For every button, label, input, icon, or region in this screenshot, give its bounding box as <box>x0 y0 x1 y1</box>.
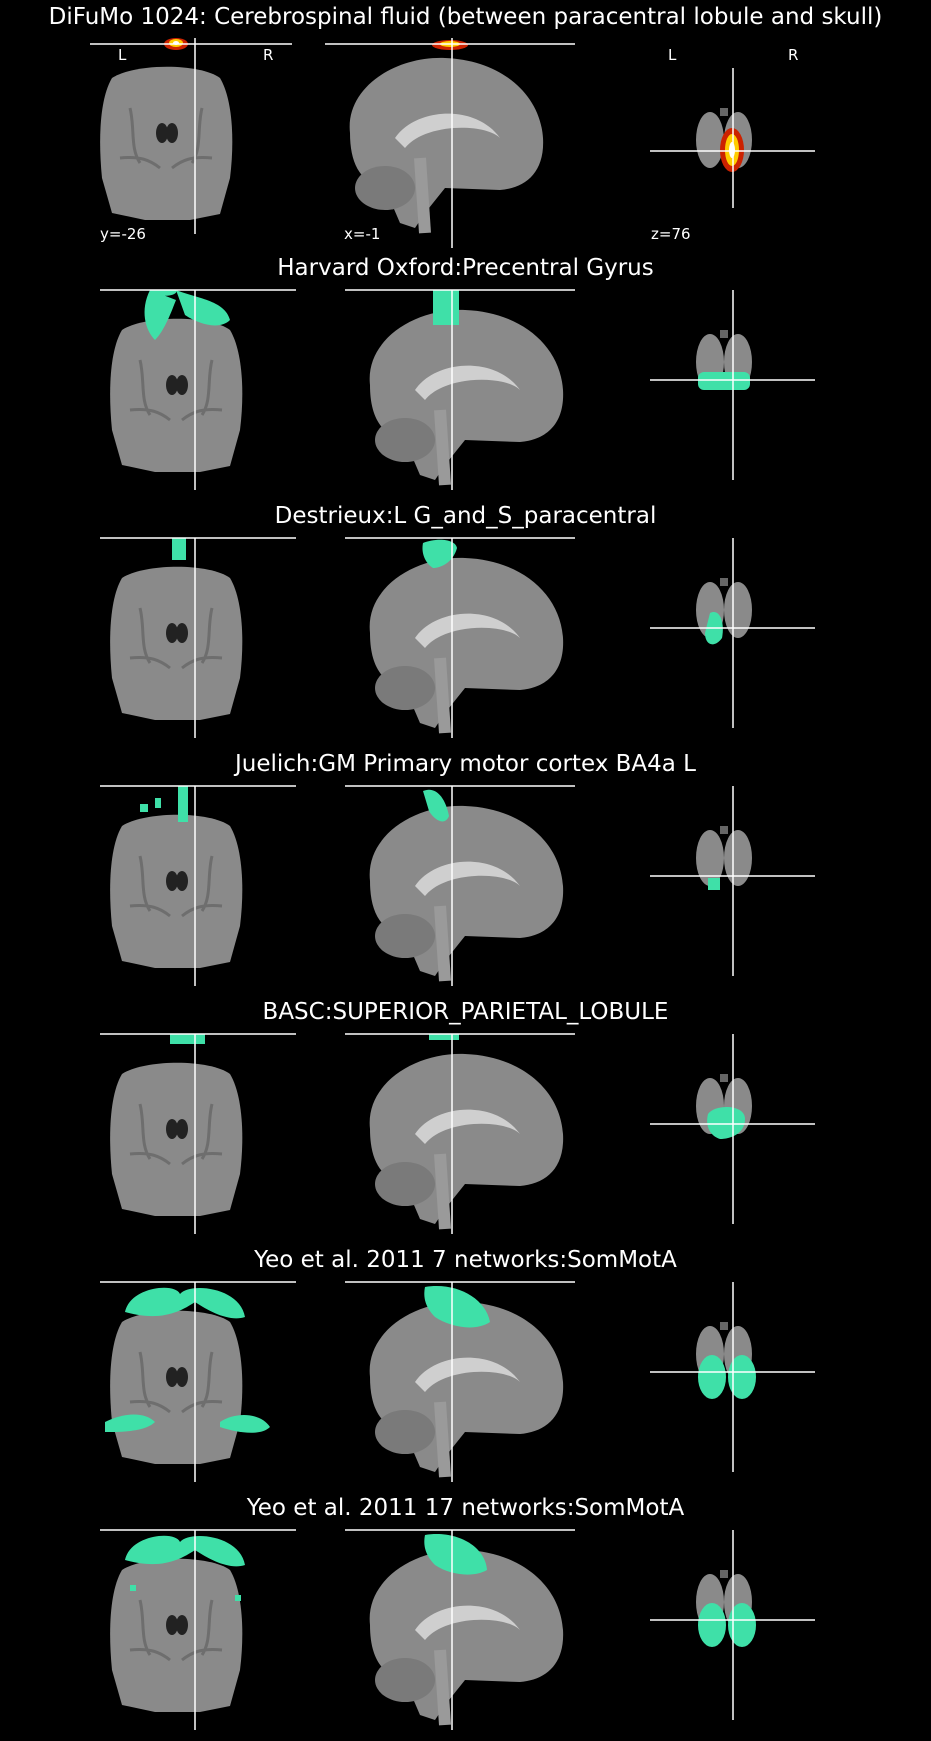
sagittal-corpus-callosum <box>395 113 500 148</box>
sagittal-view <box>345 785 575 986</box>
sagittal-brainstem <box>434 657 451 734</box>
coronal-ventricle-right <box>176 375 188 395</box>
atlas-row-title: BASC:SUPERIOR_PARIETAL_LOBULE <box>262 999 669 1025</box>
sagittal-cerebellum <box>375 418 435 462</box>
atlas-row-title: Yeo et al. 2011 17 networks:SomMotA <box>246 1495 685 1521</box>
coronal-sulci <box>129 1599 223 1662</box>
coronal-brain-slice <box>110 566 243 720</box>
sagittal-corpus-callosum <box>415 1357 520 1392</box>
axial-view <box>650 1530 815 1720</box>
sagittal-cerebellum <box>375 1658 435 1702</box>
axial-midline-dot <box>720 1322 728 1330</box>
sagittal-cerebellum <box>375 1410 435 1454</box>
sagittal-cerebellum <box>375 1162 435 1206</box>
axial-midline-dot <box>720 826 728 834</box>
axial-midline-dot <box>720 578 728 586</box>
coronal-ventricle-right <box>176 1119 188 1139</box>
sagittal-view-top <box>325 38 575 248</box>
axial-view <box>650 290 815 480</box>
coronal-view <box>100 537 296 738</box>
axial-view <box>650 538 815 728</box>
coronal-view <box>100 785 296 986</box>
heat-blob-core <box>729 142 735 158</box>
sagittal-cerebellum <box>375 666 435 710</box>
coronal-ventricle-left <box>166 871 178 891</box>
sagittal-view <box>345 1033 575 1234</box>
orientation-right-axial: R <box>788 46 799 64</box>
coronal-brain-slice <box>110 318 243 472</box>
axial-view-top <box>650 68 815 208</box>
axial-midline-dot <box>720 330 728 338</box>
coronal-sulci <box>119 107 213 170</box>
sagittal-cerebellum <box>375 914 435 958</box>
coronal-ventricle-left <box>166 375 178 395</box>
sagittal-brainstem <box>434 1401 451 1478</box>
coronal-ventricle-left <box>156 123 168 143</box>
coronal-brain-slice <box>110 814 243 968</box>
sagittal-brainstem <box>434 1153 451 1230</box>
coronal-view <box>100 1281 296 1482</box>
coronal-view <box>100 1529 296 1730</box>
axial-midline-dot <box>720 108 728 116</box>
sagittal-brainstem <box>434 409 451 486</box>
coronal-sulci <box>129 607 223 670</box>
sagittal-brainstem <box>414 157 431 234</box>
axial-hemisphere-left <box>696 830 724 886</box>
coronal-brain-slice <box>110 1310 243 1464</box>
coronal-sulci <box>129 855 223 918</box>
coronal-ventricle-left <box>166 1119 178 1139</box>
coronal-ventricle-left <box>166 1367 178 1387</box>
orientation-left-axial: L <box>668 46 677 64</box>
axial-view <box>650 1034 815 1224</box>
coronal-ventricle-right <box>176 1615 188 1635</box>
axial-view <box>650 1282 815 1472</box>
coronal-ventricle-right <box>176 623 188 643</box>
sagittal-corpus-callosum <box>415 1605 520 1640</box>
sagittal-view <box>345 289 575 490</box>
coronal-ventricle-right <box>176 871 188 891</box>
coronal-ventricle-right <box>166 123 178 143</box>
coronal-sulci <box>129 1103 223 1166</box>
sagittal-cerebellum <box>355 166 415 210</box>
axial-hemisphere-right <box>724 582 752 638</box>
sagittal-brainstem <box>434 905 451 982</box>
atlas-row-title: Harvard Oxford:Precentral Gyrus <box>277 255 654 281</box>
coronal-ventricle-left <box>166 623 178 643</box>
coronal-ventricle-right <box>176 1367 188 1387</box>
atlas-row-title: Yeo et al. 2011 7 networks:SomMotA <box>254 1247 677 1273</box>
coronal-view-top <box>90 38 292 234</box>
orientation-left-coronal: L <box>118 46 127 64</box>
axial-view <box>650 786 815 976</box>
coronal-brain-slice <box>110 1062 243 1216</box>
sagittal-corpus-callosum <box>415 613 520 648</box>
sagittal-brainstem <box>434 1649 451 1726</box>
coronal-ventricle-left <box>166 1615 178 1635</box>
coord-sagittal: x=-1 <box>344 225 381 243</box>
coronal-view <box>100 289 296 490</box>
sagittal-corpus-callosum <box>415 861 520 896</box>
coronal-sulci <box>129 1351 223 1414</box>
coronal-brain-slice <box>110 1558 243 1712</box>
coronal-sulci <box>129 359 223 422</box>
atlas-row-title: Juelich:GM Primary motor cortex BA4a L <box>235 751 696 777</box>
sagittal-view <box>345 1281 575 1482</box>
axial-midline-dot <box>720 1570 728 1578</box>
sagittal-corpus-callosum <box>415 365 520 400</box>
orientation-right-coronal: R <box>263 46 274 64</box>
axial-hemisphere-right <box>724 830 752 886</box>
sagittal-view <box>345 537 575 738</box>
axial-midline-dot <box>720 1074 728 1082</box>
coord-axial: z=76 <box>651 225 691 243</box>
atlas-row-title: Destrieux:L G_and_S_paracentral <box>274 503 657 529</box>
coronal-brain-slice <box>100 66 233 220</box>
sagittal-corpus-callosum <box>415 1109 520 1144</box>
coord-coronal: y=-26 <box>100 225 146 243</box>
figure-title: DiFuMo 1024: Cerebrospinal fluid (betwee… <box>48 4 883 30</box>
axial-hemisphere-left <box>696 112 724 168</box>
sagittal-view <box>345 1529 575 1730</box>
coronal-view <box>100 1033 296 1234</box>
